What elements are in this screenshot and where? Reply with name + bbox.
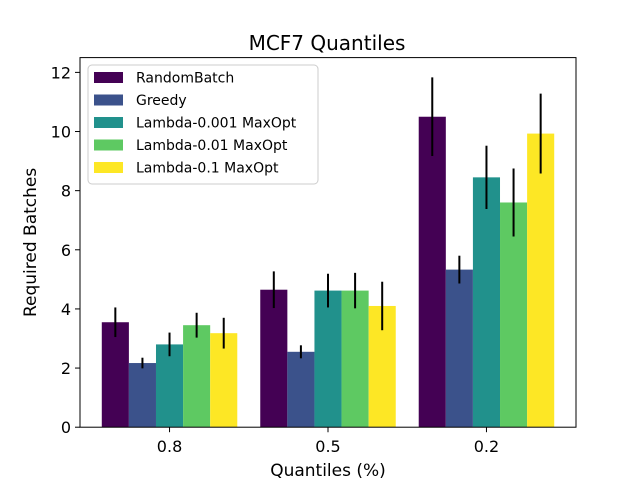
y-tick-label-0: 0 <box>61 418 71 437</box>
bar-2-2 <box>472 177 501 428</box>
y-tick-label-3: 6 <box>61 241 71 260</box>
bar-3-1 <box>341 290 369 428</box>
bar-4-0 <box>210 333 238 428</box>
error-bars-layer <box>114 77 542 369</box>
bar-3-0 <box>183 325 211 428</box>
legend: RandomBatch Greedy Lambda-0.001 MaxOpt Lamb… <box>87 64 319 185</box>
bar-2-1 <box>314 290 342 428</box>
bar-4-2 <box>527 133 555 428</box>
legend-swatch-4 <box>94 162 123 173</box>
x-tick-label-0: 0.8 <box>157 437 182 456</box>
bar-0-2 <box>418 116 446 428</box>
bar-0-1 <box>260 289 288 428</box>
bar-3-2 <box>500 202 528 428</box>
y-axis-label: Required Batches <box>21 168 41 317</box>
legend-label-0: RandomBatch <box>136 71 234 87</box>
legend-swatch-2 <box>94 117 123 128</box>
bar-0-0 <box>101 322 129 428</box>
bar-1-0 <box>128 363 156 428</box>
y-tick-label-5: 10 <box>51 123 71 142</box>
x-tick-label-2: 0.2 <box>474 437 499 456</box>
legend-label-1: Greedy <box>136 93 187 109</box>
x-tick-label-1: 0.5 <box>315 437 340 456</box>
legend-swatch-0 <box>94 72 123 83</box>
y-tick-label-2: 4 <box>61 300 71 319</box>
legend-label-3: Lambda-0.01 MaxOpt <box>136 138 288 154</box>
x-axis-label: Quantiles (%) <box>270 461 386 480</box>
y-tick-label-1: 2 <box>61 359 71 378</box>
y-tick-label-4: 8 <box>61 182 71 201</box>
legend-swatch-1 <box>94 94 123 106</box>
legend-label-4: Lambda-0.1 MaxOpt <box>136 161 279 177</box>
bar-1-2 <box>445 269 473 428</box>
bar-2-0 <box>155 344 184 428</box>
legend-box <box>87 64 319 185</box>
bars-layer <box>101 116 555 428</box>
y-tick-label-6: 12 <box>51 63 71 82</box>
x-axis: 0.8 0.5 0.2 <box>157 427 499 456</box>
legend-label-2: Lambda-0.001 MaxOpt <box>136 116 297 132</box>
y-axis: 0 2 4 6 8 10 12 <box>51 63 80 437</box>
legend-swatch-3 <box>94 139 123 151</box>
chart-title: MCF7 Quantiles <box>249 31 406 55</box>
bar-1-1 <box>287 351 315 428</box>
